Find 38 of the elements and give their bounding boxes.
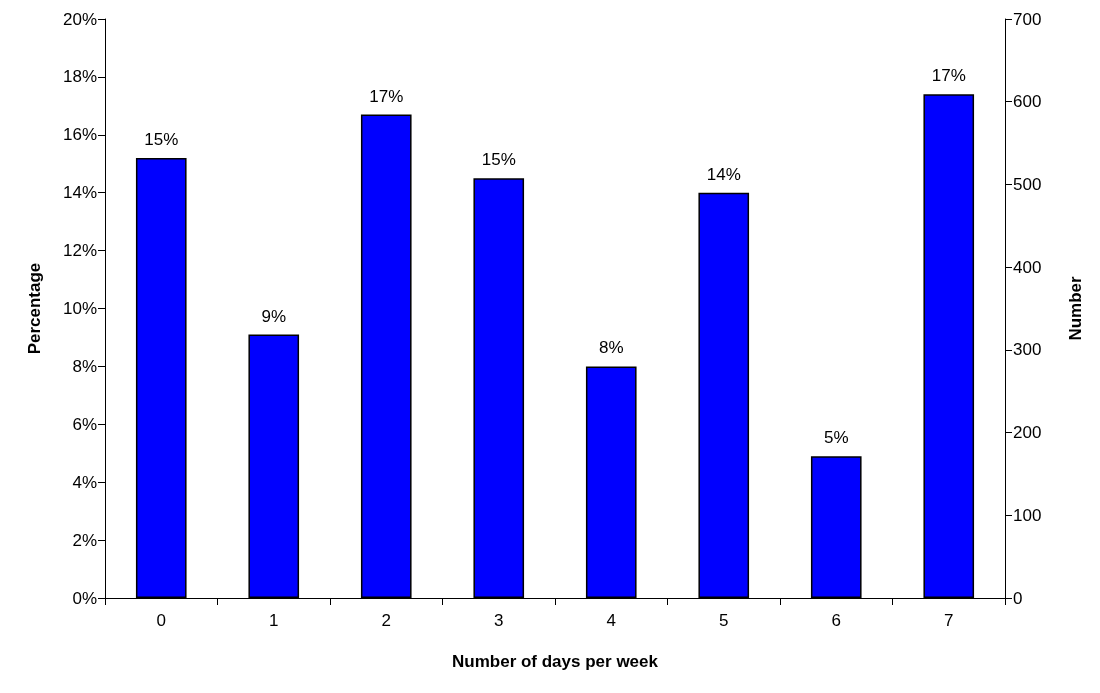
data-label: 15% <box>481 150 516 170</box>
y-axis-title: Percentage <box>25 262 44 355</box>
x-tick-label: 5 <box>719 611 729 630</box>
y-tick-label: 4% <box>72 472 97 492</box>
x-tick-label: 0 <box>156 611 166 630</box>
y-tick-label: 18% <box>62 67 97 87</box>
y-tick-label: 2% <box>72 530 97 550</box>
x-tick-label: 7 <box>944 611 954 630</box>
x-tick-label: 4 <box>606 611 616 630</box>
y2-tick-label: 100 <box>1013 505 1042 525</box>
y2-tick-label: 500 <box>1013 174 1042 194</box>
data-label: 15% <box>144 129 179 149</box>
x-tick-label: 2 <box>381 611 391 630</box>
y2-tick-label: 400 <box>1013 257 1042 277</box>
x-tick-label: 3 <box>494 611 504 630</box>
y-tick-label: 14% <box>62 183 97 203</box>
data-label: 9% <box>261 306 287 326</box>
y2-axis-title: Number <box>1066 276 1085 341</box>
y2-tick-label: 300 <box>1013 340 1042 360</box>
y-tick-label: 10% <box>62 299 97 318</box>
y2-tick-label: 200 <box>1013 423 1042 443</box>
y-tick-label: 12% <box>62 241 97 261</box>
data-label: 17% <box>931 66 966 86</box>
data-label: 8% <box>598 338 624 358</box>
y-tick-label: 6% <box>72 414 97 434</box>
x-tick-label: 1 <box>269 611 279 630</box>
data-label: 17% <box>369 86 404 106</box>
y-tick-label: 0% <box>72 588 97 608</box>
y-tick-label: 16% <box>62 125 97 145</box>
data-label: 5% <box>823 428 849 448</box>
y2-tick-label: 600 <box>1013 92 1042 112</box>
y2-tick-label: 0 <box>1013 588 1023 608</box>
y2-tick-label: 700 <box>1013 9 1042 29</box>
x-tick-label: 6 <box>831 611 841 630</box>
data-label: 14% <box>706 164 741 184</box>
x-axis-title: Number of days per week <box>452 652 659 671</box>
y-tick-label: 20% <box>62 9 97 29</box>
y-tick-label: 8% <box>72 356 97 376</box>
